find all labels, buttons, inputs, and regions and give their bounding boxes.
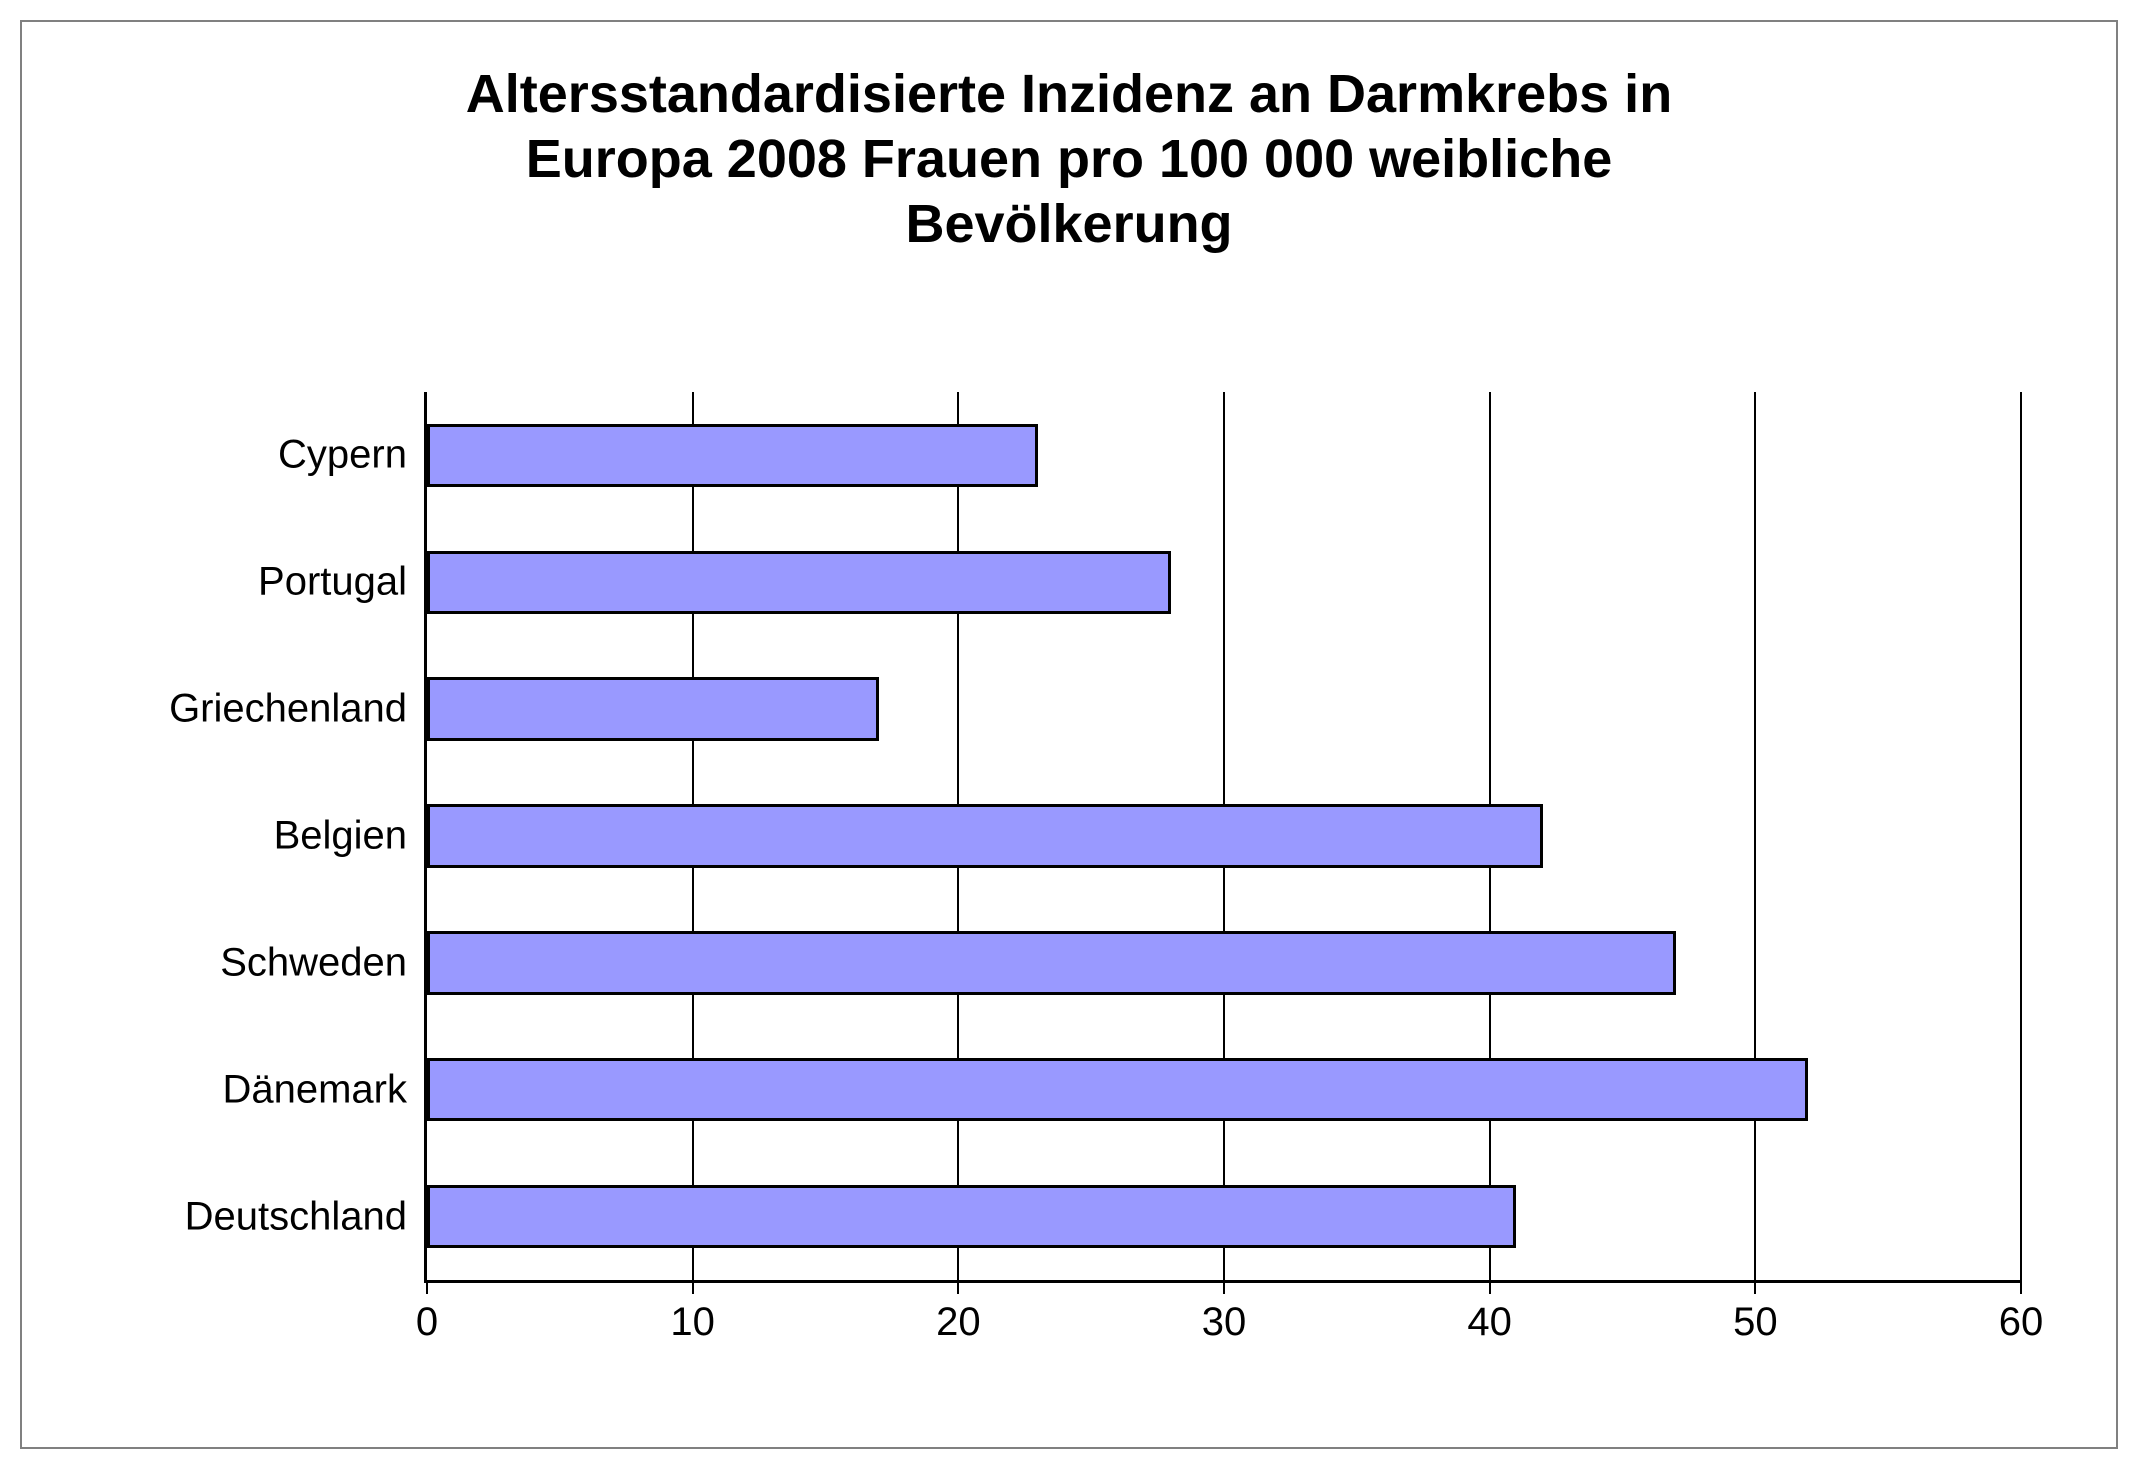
chart-title: Altersstandardisierte Inzidenz an Darmkr… [22, 62, 2116, 256]
y-tick-label: Belgien [274, 814, 407, 859]
bar [427, 931, 1676, 994]
x-tickmark [1489, 1280, 1491, 1294]
x-tick-label: 50 [1733, 1300, 1778, 1345]
bar [427, 1058, 1808, 1121]
chart-frame: Altersstandardisierte Inzidenz an Darmkr… [20, 20, 2118, 1449]
x-tickmark [426, 1280, 428, 1294]
y-tick-label: Griechenland [169, 687, 407, 732]
x-tickmark [692, 1280, 694, 1294]
y-tick-label: Portugal [258, 560, 407, 605]
chart-title-line1: Altersstandardisierte Inzidenz an Darmkr… [466, 64, 1672, 124]
bar [427, 804, 1543, 867]
chart-title-line2: Europa 2008 Frauen pro 100 000 weibliche [526, 129, 1612, 189]
y-tick-label: Dänemark [222, 1067, 407, 1112]
x-tickmark [1223, 1280, 1225, 1294]
x-tick-label: 10 [670, 1300, 715, 1345]
x-tick-label: 0 [416, 1300, 438, 1345]
y-tick-label: Schweden [220, 940, 407, 985]
x-tickmark [1754, 1280, 1756, 1294]
gridline [1754, 392, 1756, 1280]
x-tick-label: 30 [1202, 1300, 1247, 1345]
x-tick-label: 40 [1467, 1300, 1512, 1345]
bar [427, 1185, 1516, 1248]
x-tick-label: 60 [1999, 1300, 2044, 1345]
x-tickmark [957, 1280, 959, 1294]
bar [427, 424, 1038, 487]
x-tickmark [2020, 1280, 2022, 1294]
bar [427, 677, 879, 740]
bar [427, 551, 1171, 614]
y-tick-label: Cypern [278, 433, 407, 478]
chart-title-line3: Bevölkerung [905, 194, 1232, 254]
gridline [2020, 392, 2022, 1280]
x-tick-label: 20 [936, 1300, 981, 1345]
y-tick-label: Deutschland [185, 1194, 407, 1239]
plot-area: 0102030405060DeutschlandDänemarkSchweden… [424, 392, 2021, 1283]
